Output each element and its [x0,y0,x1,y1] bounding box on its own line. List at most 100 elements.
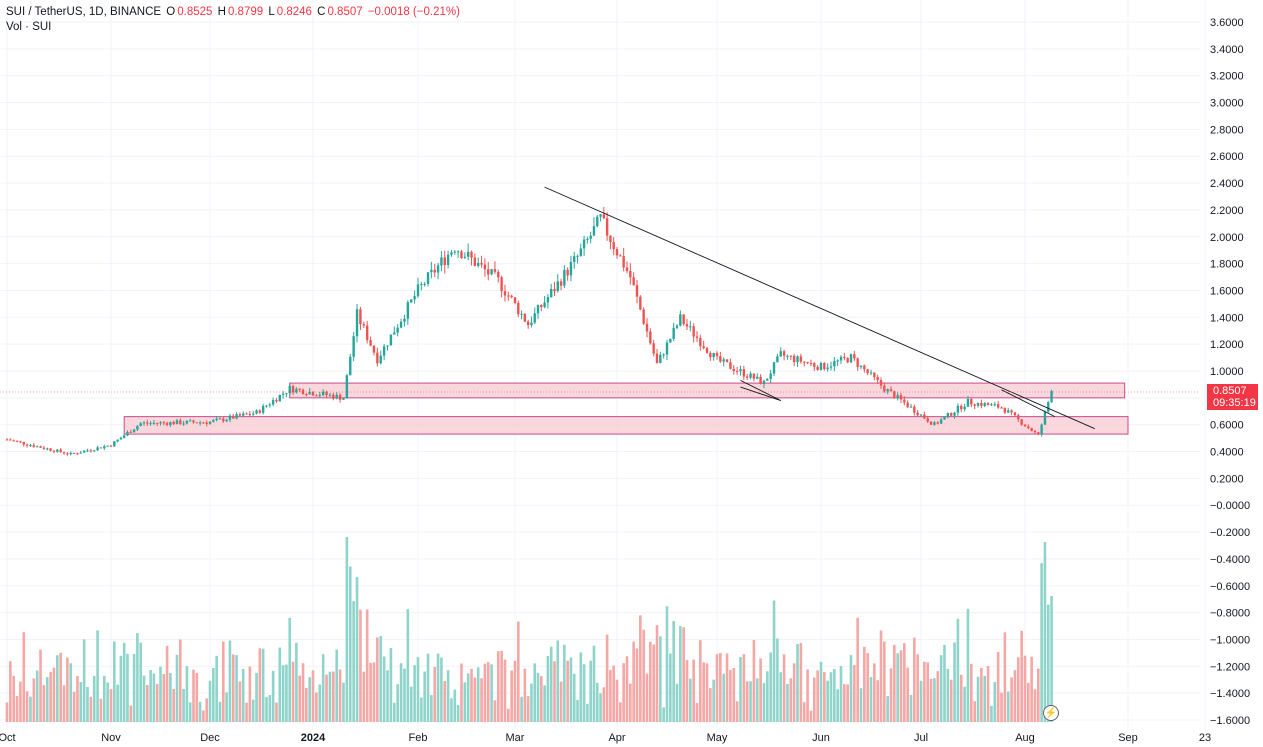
candle-body [430,269,433,273]
trendline[interactable] [544,186,1095,430]
trendlines [544,186,1095,430]
volume-bar [849,655,853,722]
candle-body [806,361,809,364]
candle-body [369,340,372,346]
candle-body [543,302,546,308]
candle-body [189,420,192,422]
candle-body [242,413,245,416]
candle-body [109,445,113,447]
volume-bar [32,678,36,722]
volume-bar [659,636,662,722]
price-tick-label: 3.4000 [1210,44,1244,56]
volume-bar [566,660,569,722]
candle-body [642,309,645,324]
trendline-small[interactable] [740,386,781,401]
candle-body [456,251,460,253]
candle-body [89,450,93,452]
candle-body [172,421,175,425]
candle-body [672,327,675,339]
volume-bar [530,683,533,722]
candle-body [182,423,185,425]
candle-body [82,450,86,453]
volume-bar [772,600,776,722]
volume-bar [715,654,719,722]
support-zone[interactable] [289,382,1126,399]
volume-bar [228,640,232,722]
candle-body [165,422,169,426]
volume-legend: Vol · SUI [6,21,52,33]
candle-body [149,423,152,425]
candle-body [645,323,649,332]
volume-bar [198,701,202,722]
trendline-small[interactable] [1001,389,1056,418]
volume-bar [261,648,265,722]
candle-body [1023,424,1027,427]
candle-body [919,414,923,416]
volume-bar [453,689,457,722]
candle-body [436,265,440,273]
candle-body [615,249,619,256]
trendline-small[interactable] [740,379,781,401]
candle-body [772,362,776,374]
volume-bar [66,657,69,722]
volume-bar [305,687,308,722]
volume-bar [315,692,318,722]
candle-body [913,406,916,413]
candle-body [179,420,182,425]
candle-body [695,336,699,338]
high-label: H [217,6,226,18]
volume-bar [919,680,923,722]
volume-bar [679,626,682,722]
volume-bar [963,686,966,722]
volume-bar [732,668,736,722]
volume-bar [632,641,635,722]
volume-bar [1046,604,1050,722]
volume-bar [507,708,510,722]
volume-bar [939,655,943,722]
candle-body [96,447,99,451]
volume-bar [175,654,179,722]
candle-body [903,399,906,403]
candle-body [592,226,596,236]
volume-bar [338,669,342,722]
candle-body [251,413,255,415]
candle-body [291,386,295,393]
close-value: 0.8507 [327,6,363,18]
volume-bar [1033,689,1037,722]
candle-body [629,270,632,278]
volume-bar [886,696,889,722]
volume-bar [352,601,355,722]
candle-body [725,359,729,363]
candle-body [298,388,301,390]
volume-bar [523,668,527,722]
candle-body [248,414,252,416]
candle-body [622,256,625,268]
candle-body [853,354,856,359]
volume-bar [829,672,833,722]
lightning-icon[interactable]: ⚡ [1043,705,1059,721]
volume-bar [839,666,843,722]
candle-body [19,441,22,443]
candle-body [440,257,443,266]
support-zone[interactable] [123,416,1129,435]
candle-body [799,356,803,362]
volume-bar [152,673,156,722]
volume-bar [873,663,876,722]
candle-body [632,277,635,286]
volume-bar [126,653,129,722]
volume-bar [622,663,625,722]
price-tick-label: 2.8000 [1210,124,1244,136]
candle-body [563,269,566,286]
candle-body [745,376,749,378]
volume-bar [879,630,883,722]
volume-bar [19,681,22,722]
candle-body [466,251,470,257]
volume-bar [129,705,133,722]
volume-bar [615,679,619,722]
volume-bar [188,702,192,722]
candle-body [39,446,42,448]
volume-bar [89,696,93,722]
close-label: C [317,6,326,18]
candle-body [866,369,869,374]
